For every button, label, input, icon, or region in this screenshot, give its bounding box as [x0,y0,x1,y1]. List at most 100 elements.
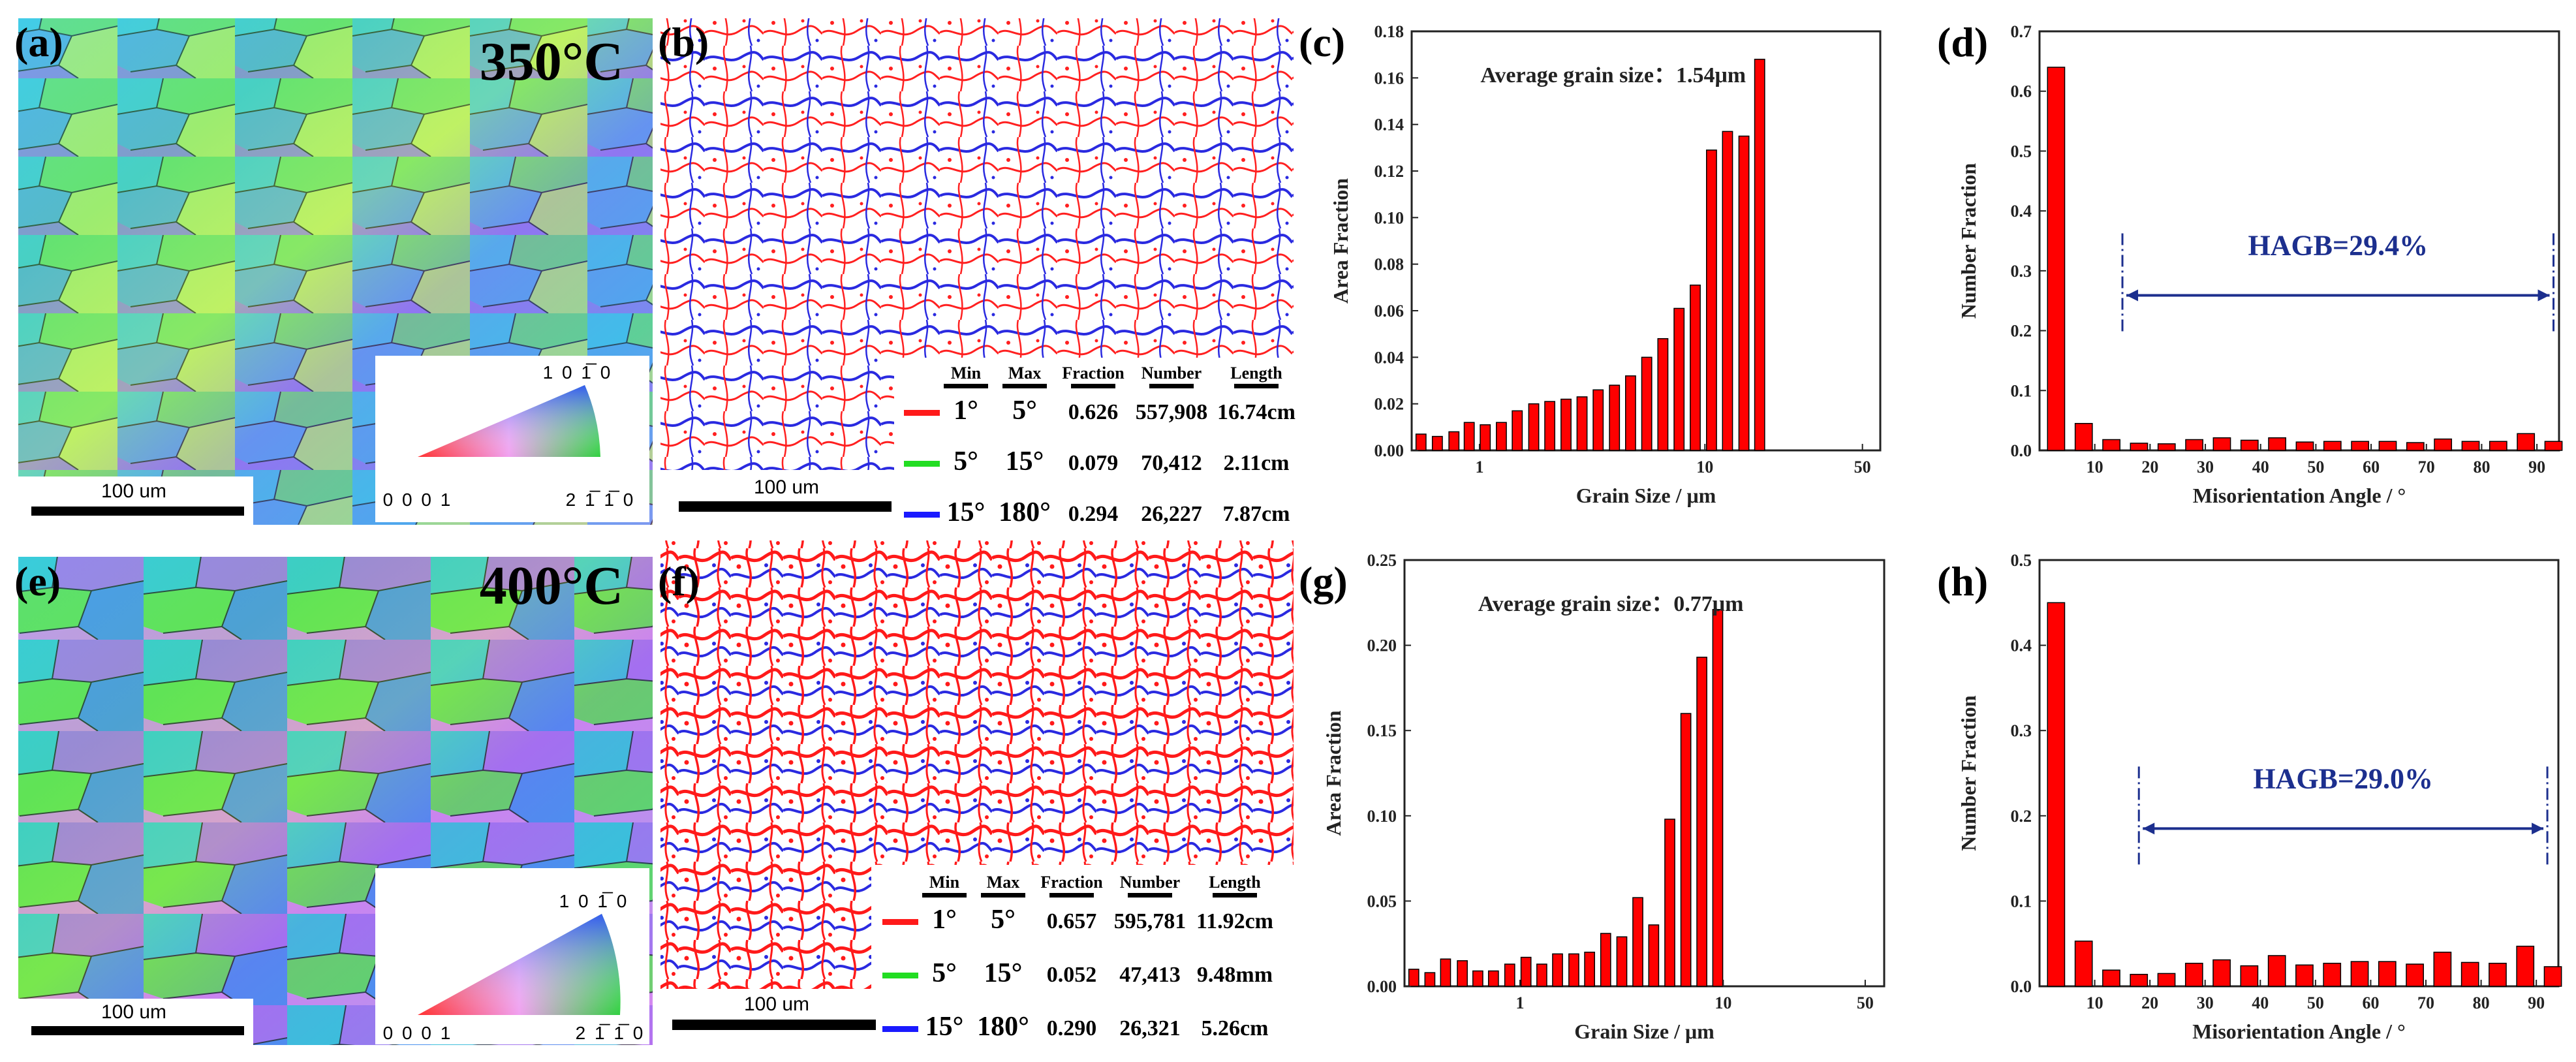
bar [2351,441,2370,451]
legend-cell-min: 15° [947,497,985,527]
legend-cell-length: 5.26cm [1202,1016,1269,1040]
x-tick-label: 60 [2363,458,2380,476]
legend-cell-max: 180° [977,1012,1029,1042]
bar [1512,410,1523,451]
bar [2074,941,2093,987]
bar [2295,441,2314,451]
panel-b: 100 um Min Max Fraction Number Length 1° 5° 0.6… [658,18,1296,527]
y-tick-label: 0.15 [1367,721,1397,740]
y-tick-label: 0.18 [1374,22,1404,41]
bar [2240,439,2259,451]
panel-f: 100 um Min Max Fraction Number Length 1° 5° 0.6… [658,540,1294,1045]
legend-cell-fraction: 0.657 [1047,909,1097,933]
y-tick-label: 0.02 [1374,395,1404,414]
x-tick-label: 50 [1857,993,1874,1012]
bar [1496,422,1507,451]
bar [1487,970,1499,987]
scale-bar-box-e [18,999,253,1045]
y-tick-label: 0.12 [1374,162,1404,181]
legend-header-underline [1234,384,1279,388]
legend-header-underline [1002,384,1047,388]
y-tick-label: 0.00 [1367,977,1397,996]
panel-c: (c) 0.00 0.02 0.04 0.06 0.08 0.10 0.12 0.14 0.16… [1299,19,1882,507]
bar [1576,396,1588,451]
legend-cell-number: 595,781 [1114,909,1187,933]
legend-cell-fraction: 0.052 [1047,963,1097,987]
y-axis-title: Area Fraction [1322,710,1345,836]
bar [1648,924,1660,987]
scale-bar-box-f [660,989,876,1045]
bar [2350,961,2369,987]
bar [2184,962,2203,987]
scale-bar-label: 100 um [101,1001,166,1023]
legend-cell-fraction: 0.626 [1068,400,1119,424]
legend-color-line [904,410,940,416]
bar [2434,438,2453,451]
hagb-arrowhead-right [2532,822,2544,835]
bar [1560,398,1572,451]
panel-label-c: (c) [1299,19,1345,65]
chart-g: 0.00 0.05 0.10 0.15 0.20 0.25 1 10 50 Grain Size … [1322,551,1885,1043]
y-axis-title: Area Fraction [1329,178,1352,304]
y-tick-label: 0.3 [2011,262,2032,281]
bar [2130,443,2149,451]
x-tick-label: 50 [2307,458,2324,476]
ipf-left-label: 0 0 0 1 [383,1023,453,1043]
scale-bar [31,507,244,516]
x-tick-label: 30 [2197,458,2214,476]
hagb-annotation: HAGB=29.4% [2248,229,2428,261]
bar [2461,441,2480,451]
panel-g: (g) 0.00 0.05 0.10 0.15 0.20 0.25 1 10 50 Grain S… [1299,551,1885,1043]
x-tick-label: 80 [2473,993,2490,1012]
legend-cell-max: 15° [984,958,1023,988]
average-grain-size-annotation: Average grain size：1.54μm [1480,63,1746,87]
bar [2323,441,2342,451]
temperature-label-350: 350°C [480,31,623,92]
bar [1568,953,1579,987]
bar [1641,356,1653,451]
y-tick-label: 0.04 [1374,348,1404,367]
bar [1657,338,1669,451]
plot-frame [1403,559,1885,988]
boundary-legend-f: Min Max Fraction Number Length 1° 5° 0.657 595,7… [882,873,1273,1042]
bar [1712,608,1724,987]
legend-cell-length: 9.48mm [1197,963,1273,987]
legend-cell-max: 5° [991,905,1016,935]
panel-label-f: (f) [658,558,700,604]
x-tick-label: 40 [2252,993,2269,1012]
ipf-top-label: 1 0 1̅ 0 [543,362,613,383]
bar [2489,962,2507,987]
bar [2102,439,2120,451]
bar [1706,149,1717,451]
legend-header-max: Max [1008,364,1042,383]
legend-header-length: Length [1230,364,1282,383]
bar [2240,965,2259,987]
bar [2460,961,2479,987]
legend-header-underline [944,384,988,388]
bar [1457,960,1468,987]
bar [1609,384,1621,451]
legend-header-fraction: Fraction [1062,364,1125,383]
panel-label-a: (a) [14,19,63,65]
bar [1680,713,1692,987]
bar [2212,437,2231,451]
y-tick-label: 0.10 [1374,208,1404,227]
bar [1673,307,1685,451]
legend-color-line [882,973,918,978]
bar [2157,973,2176,987]
x-tick-label: 1 [1516,993,1525,1012]
y-tick-label: 0.06 [1374,302,1404,320]
x-axis-title: Grain Size / μm [1576,484,1716,507]
y-tick-label: 0.00 [1374,441,1404,460]
bar [2406,963,2424,987]
bar [1664,819,1675,987]
legend-cell-fraction: 0.290 [1047,1016,1097,1040]
bar [2433,952,2452,987]
y-tick-label: 0.10 [1367,807,1397,826]
x-tick-label: 70 [2417,993,2434,1012]
panel-label-h: (h) [1937,558,1988,604]
x-tick-label: 80 [2473,458,2490,476]
legend-color-line [904,461,940,467]
x-tick-label: 50 [2307,993,2324,1012]
hagb-arrowhead-left [2143,822,2155,835]
